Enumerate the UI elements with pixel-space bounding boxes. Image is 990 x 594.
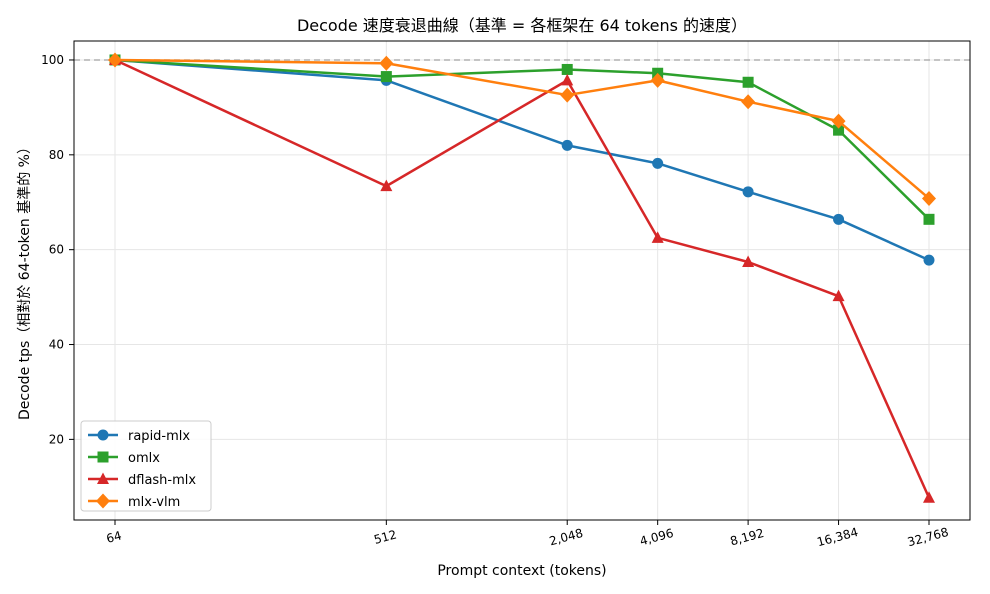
data-point — [832, 289, 845, 302]
y-tick-label: 80 — [49, 148, 64, 162]
data-point — [561, 73, 574, 86]
legend-label: mlx-vlm — [128, 495, 180, 510]
data-point — [831, 113, 846, 129]
legend-marker — [96, 493, 110, 509]
legend-marker — [97, 472, 109, 484]
series-line — [114, 58, 930, 221]
series-dflash-mlx — [109, 53, 935, 503]
x-tick-label: 512 — [372, 527, 398, 546]
data-point — [923, 213, 935, 225]
legend-marker — [97, 451, 109, 463]
data-point — [379, 55, 394, 71]
y-tick-label: 20 — [49, 432, 64, 446]
x-tick-label: 4,096 — [638, 526, 675, 548]
x-tick-label: 2,048 — [548, 526, 585, 548]
data-point — [741, 94, 756, 110]
legend-item: dflash-mlx — [88, 472, 196, 488]
chart-title: Decode 速度衰退曲線（基準 = 各框架在 64 tokens 的速度） — [297, 16, 747, 35]
data-point — [742, 186, 754, 198]
x-tick-label: 32,768 — [906, 525, 950, 549]
data-point — [923, 491, 935, 503]
data-point — [561, 63, 573, 75]
data-point — [833, 213, 845, 225]
y-tick-label: 40 — [49, 338, 64, 352]
data-point — [380, 179, 393, 192]
data-point — [650, 72, 665, 88]
series-line — [114, 58, 930, 262]
legend-box — [80, 420, 212, 512]
legend-label: dflash-mlx — [128, 473, 196, 488]
legend-item: rapid-mlx — [88, 429, 190, 444]
x-tick-label: 16,384 — [815, 525, 859, 549]
data-point — [380, 71, 392, 83]
y-tick-label: 100 — [41, 53, 64, 67]
y-axis-label: Decode tps（相對於 64-token 基準的 %） — [16, 140, 33, 420]
legend-item: omlx — [88, 451, 160, 466]
x-tick-label: 64 — [105, 528, 123, 545]
x-axis-label: Prompt context (tokens) — [437, 563, 606, 579]
data-point — [923, 254, 935, 266]
y-tick-label: 60 — [49, 243, 64, 257]
data-point — [742, 76, 754, 88]
legend-marker — [97, 429, 109, 441]
data-point — [561, 139, 573, 151]
legend: rapid-mlx omlx dflash-mlx mlx-vlm — [80, 420, 212, 512]
data-point — [833, 124, 845, 136]
series-layer — [108, 52, 936, 503]
data-point — [651, 231, 664, 243]
data-point — [560, 87, 575, 103]
legend-label: omlx — [128, 451, 160, 466]
data-point — [108, 52, 122, 68]
data-point — [652, 157, 664, 169]
series-line — [114, 58, 931, 499]
series-mlx-vlm — [108, 52, 936, 206]
series-omlx — [109, 54, 935, 225]
x-tick-label: 8,192 — [729, 526, 766, 548]
data-point — [922, 190, 936, 206]
plot-frame — [73, 40, 971, 521]
data-point — [742, 255, 755, 268]
legend-label: rapid-mlx — [128, 429, 190, 444]
legend-item: mlx-vlm — [88, 493, 180, 510]
